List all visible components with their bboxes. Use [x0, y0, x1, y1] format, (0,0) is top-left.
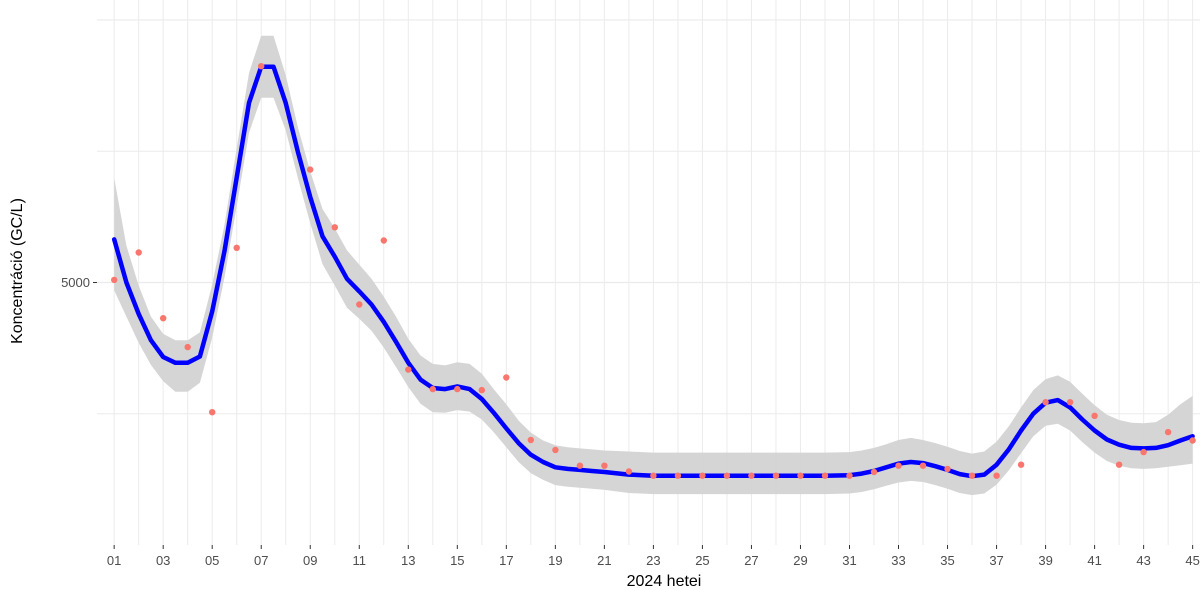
data-point: [748, 472, 755, 479]
x-tick-label: 35: [940, 553, 954, 568]
x-tick-label: 17: [499, 553, 513, 568]
data-point: [1189, 437, 1196, 444]
x-tick-label: 11: [353, 553, 367, 568]
data-point: [576, 462, 584, 469]
x-tick-label: 43: [1136, 553, 1150, 568]
data-point: [380, 237, 387, 244]
confidence-band-layer: [114, 35, 1193, 496]
confidence-band: [114, 35, 1193, 496]
data-point: [111, 276, 118, 284]
data-point: [870, 468, 878, 476]
data-point: [307, 166, 314, 173]
x-tick-label: 23: [646, 553, 660, 568]
data-point: [650, 472, 657, 479]
data-point: [429, 385, 436, 393]
x-tick-label: 13: [401, 553, 415, 568]
data-point: [1164, 428, 1172, 436]
x-tick-label: 15: [450, 553, 464, 568]
x-tick-label: 03: [156, 553, 170, 568]
x-tick-label: 05: [205, 553, 219, 568]
data-point: [772, 472, 780, 479]
data-point: [674, 472, 682, 479]
data-point: [625, 468, 633, 475]
data-point: [1140, 448, 1147, 456]
x-tick-label: 29: [793, 553, 807, 568]
data-point: [527, 436, 534, 444]
data-point: [1091, 412, 1098, 419]
data-point: [478, 386, 485, 394]
x-axis-title: 2024 hetei: [627, 573, 702, 590]
x-tick-label: 21: [597, 553, 611, 568]
smooth-line-layer: [111, 64, 1195, 479]
x-tick-label: 41: [1087, 553, 1101, 568]
y-axis: 5000: [61, 275, 97, 290]
data-point: [209, 409, 216, 416]
data-point: [135, 249, 142, 256]
data-point: [160, 315, 167, 322]
data-point: [993, 472, 1000, 479]
data-point: [1066, 399, 1074, 406]
data-point: [601, 462, 608, 469]
x-axis: 01 03 05 07 09 11 13 15 17 19 21 23 25 27 29 31 33 35 37 39…: [107, 545, 1200, 568]
data-point: [895, 462, 902, 469]
x-tick-label: 07: [254, 553, 268, 568]
data-point: [723, 472, 731, 479]
x-tick-label: 39: [1038, 553, 1052, 568]
data-point: [258, 62, 265, 70]
data-point: [797, 472, 804, 479]
y-axis-title: Koncentráció (GC/L): [9, 198, 26, 344]
data-point: [1042, 399, 1049, 406]
data-point: [919, 462, 927, 469]
data-point: [944, 465, 951, 473]
data-point: [454, 385, 461, 393]
grid-minor-y: [97, 150, 1200, 415]
x-tick-label: 25: [695, 553, 709, 568]
x-tick-label: 31: [842, 553, 856, 568]
data-point: [821, 472, 829, 479]
grid-major-y: [97, 19, 1200, 284]
x-tick-label: 27: [744, 553, 758, 568]
x-tick-label: 33: [891, 553, 905, 568]
data-point: [184, 343, 191, 351]
x-tick-label: 37: [989, 553, 1003, 568]
x-tick-label: 19: [548, 553, 562, 568]
data-point: [552, 446, 559, 454]
y-tick-label: 5000: [61, 275, 90, 290]
x-tick-label: 45: [1185, 553, 1199, 568]
data-point: [699, 472, 706, 479]
data-point: [846, 472, 853, 479]
smooth-line: [111, 64, 1195, 479]
data-point: [1115, 461, 1123, 468]
data-point: [503, 374, 510, 381]
data-point: [356, 301, 363, 308]
data-points-layer: [111, 62, 1196, 479]
x-tick-label: 09: [303, 553, 317, 568]
data-point: [1017, 461, 1025, 468]
x-tick-label: 01: [107, 553, 121, 568]
data-point: [968, 472, 976, 479]
data-point: [405, 366, 412, 373]
data-point: [233, 244, 240, 251]
data-point: [331, 224, 338, 231]
